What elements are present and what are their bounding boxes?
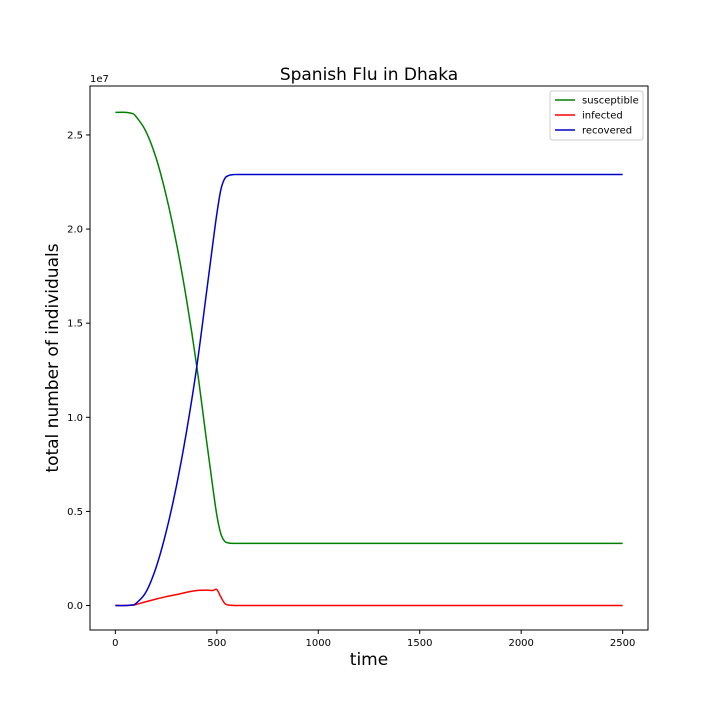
x-tick-label: 0 — [112, 638, 118, 649]
legend-label-susceptible: susceptible — [582, 96, 639, 107]
legend-label-infected: infected — [582, 111, 623, 122]
y-tick-label: 0.0 — [67, 601, 83, 612]
x-tick-label: 2500 — [610, 638, 635, 649]
y-tick-label: 2.0 — [67, 225, 83, 236]
legend-label-recovered: recovered — [582, 126, 632, 137]
y-tick-label: 1.0 — [67, 413, 83, 424]
y-tick-label: 1.5 — [67, 319, 83, 330]
chart-title: Spanish Flu in Dhaka — [280, 65, 458, 85]
legend-box — [549, 90, 644, 141]
y-axis-offset-label: 1e7 — [90, 74, 109, 85]
x-axis-label: time — [350, 650, 388, 670]
plot-frame — [89, 85, 649, 631]
x-tick-label: 2000 — [508, 638, 533, 649]
series-line-susceptible — [115, 111, 623, 545]
x-tick-label: 1000 — [306, 638, 331, 649]
x-tick-label: 500 — [207, 638, 226, 649]
plot-lines — [115, 111, 623, 607]
y-tick-label: 2.5 — [67, 130, 83, 141]
legend: susceptible infected recovered — [549, 90, 644, 141]
series-line-recovered — [115, 173, 623, 607]
axis-ticks: 0 500 1000 1500 2000 2500 0.0 0.5 1.0 1.5 2.0 2.5 — [67, 130, 635, 649]
x-tick-label: 1500 — [407, 638, 432, 649]
y-tick-label: 0.5 — [67, 507, 83, 518]
series-line-infected — [115, 588, 623, 607]
y-axis-label: total number of individuals — [43, 243, 63, 472]
